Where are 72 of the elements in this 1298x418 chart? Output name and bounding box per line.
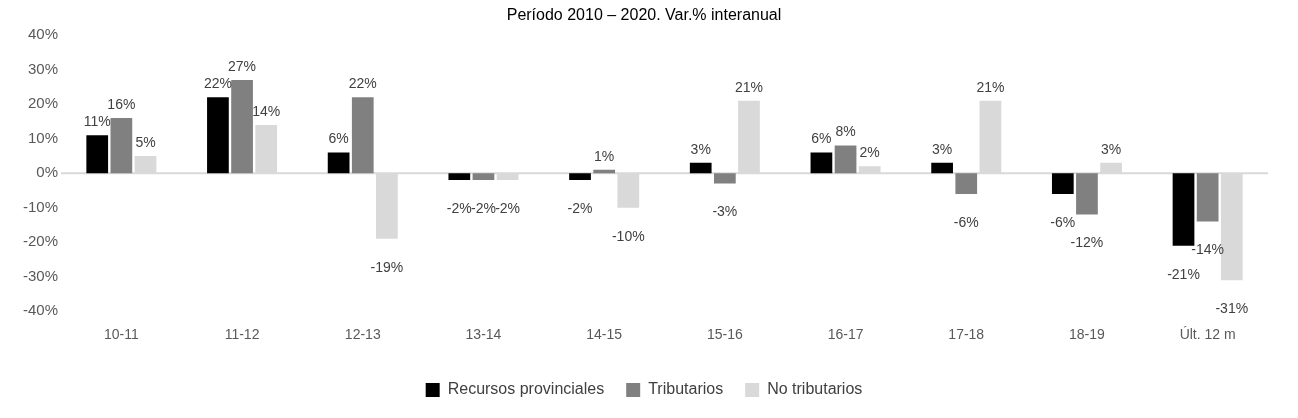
data-label: 14% xyxy=(252,102,281,119)
y-tick-label: 10% xyxy=(27,128,59,146)
data-label: 27% xyxy=(228,57,257,74)
data-label: -3% xyxy=(712,203,738,220)
bar xyxy=(110,118,133,174)
data-label: 8% xyxy=(835,123,856,140)
x-tick-label: 12-13 xyxy=(344,326,381,343)
y-tick-label: -20% xyxy=(22,232,59,250)
data-label: 21% xyxy=(734,78,764,95)
x-tick-label: Últ. 12 m xyxy=(1179,326,1236,343)
x-tick-label: 16-17 xyxy=(827,326,864,343)
bar xyxy=(689,162,712,174)
data-label: 2% xyxy=(859,144,880,161)
data-label: -21% xyxy=(1167,265,1200,282)
data-label: 21% xyxy=(976,78,1005,95)
x-tick-label: 15-16 xyxy=(706,326,743,343)
x-tick-label: 13-14 xyxy=(465,326,502,343)
data-label: 22% xyxy=(348,75,377,92)
bar xyxy=(472,173,495,181)
bar xyxy=(810,152,833,174)
bar xyxy=(569,173,591,181)
x-tick-label: 14-15 xyxy=(586,326,623,343)
legend-label: Tributarios xyxy=(648,380,724,398)
data-label: 22% xyxy=(203,75,232,92)
bar xyxy=(714,173,736,184)
bar xyxy=(1076,173,1098,215)
data-label: 6% xyxy=(811,130,832,147)
bar xyxy=(448,173,471,181)
bar xyxy=(207,97,229,174)
data-label: -2% xyxy=(471,199,496,216)
bar xyxy=(231,80,253,174)
y-tick-label: 40% xyxy=(27,25,59,43)
y-tick-label: 20% xyxy=(27,94,59,112)
x-tick-label: 18-19 xyxy=(1069,326,1106,343)
data-label: 3% xyxy=(932,140,953,157)
data-label: -12% xyxy=(1070,234,1104,251)
data-label: -10% xyxy=(611,227,645,244)
bar xyxy=(1172,173,1195,246)
bar xyxy=(351,97,374,174)
y-tick-label: 0% xyxy=(36,163,59,181)
data-label: -14% xyxy=(1191,241,1224,258)
bar xyxy=(86,135,109,174)
data-label: 3% xyxy=(1100,140,1122,157)
data-label: 3% xyxy=(690,140,711,157)
data-label: -2% xyxy=(567,199,593,216)
data-label: 1% xyxy=(594,147,615,164)
y-tick-label: -40% xyxy=(22,301,59,319)
data-label: -6% xyxy=(953,213,979,230)
legend-label: No tributarios xyxy=(767,380,863,398)
y-tick-label: 30% xyxy=(27,59,59,77)
data-label: 6% xyxy=(328,130,349,147)
data-label: -6% xyxy=(1050,213,1076,230)
x-tick-label: 11-12 xyxy=(224,326,260,343)
bar xyxy=(1196,173,1219,222)
data-label: -2% xyxy=(495,199,521,216)
data-label: -19% xyxy=(370,258,404,275)
bar xyxy=(834,145,857,174)
bar xyxy=(1051,173,1074,194)
bar xyxy=(931,162,953,174)
data-label: -2% xyxy=(446,199,472,216)
data-label: 5% xyxy=(135,133,156,150)
data-label: 16% xyxy=(107,95,136,112)
data-label: 11% xyxy=(83,113,111,130)
bar xyxy=(955,173,978,194)
y-tick-label: -10% xyxy=(22,197,59,215)
data-label: -31% xyxy=(1215,300,1249,317)
x-tick-label: 10-11 xyxy=(103,326,139,343)
bar xyxy=(327,152,350,174)
x-tick-label: 17-18 xyxy=(948,326,985,343)
legend-label: Recursos provinciales xyxy=(447,380,605,398)
y-tick-label: -30% xyxy=(22,266,59,284)
chart-title: Período 2010 – 2020. Var.% interanual xyxy=(506,6,782,24)
